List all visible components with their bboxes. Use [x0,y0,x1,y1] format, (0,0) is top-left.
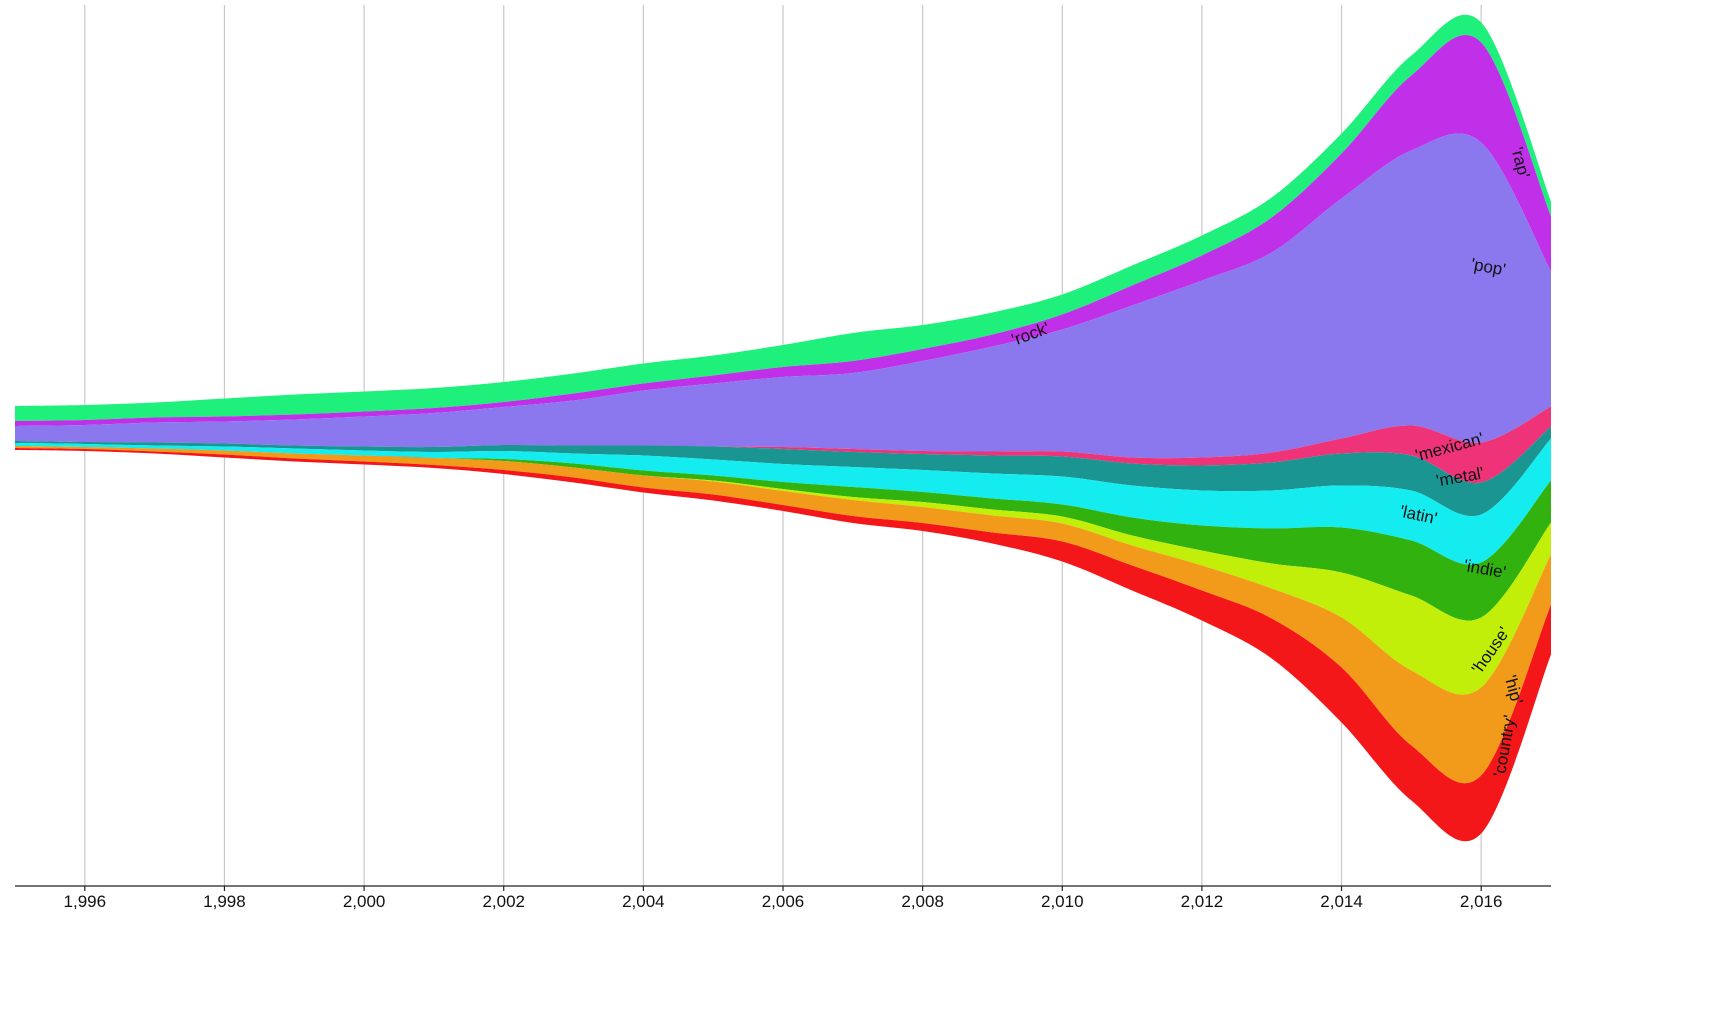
x-tick-label: 2,006 [762,892,805,911]
x-tick-label: 2,012 [1181,892,1224,911]
x-tick-label: 2,014 [1320,892,1363,911]
stream-layer-pop [15,133,1551,459]
x-tick-label: 2,002 [482,892,525,911]
x-tick-label: 1,996 [64,892,107,911]
x-tick-label: 2,000 [343,892,386,911]
stream-layer-house [15,446,1551,695]
x-tick-label: 2,004 [622,892,665,911]
stream-layer-metal [15,426,1551,517]
stream-layer-rock [15,14,1551,422]
stream-layer-indie [15,446,1551,621]
stream-layer [15,14,1551,842]
stream-layer-mexican [15,406,1551,484]
stream-layer-latin [15,438,1551,565]
x-tick-label: 2,008 [901,892,944,911]
x-tick-label: 2,016 [1460,892,1503,911]
x-tick-label: 2,010 [1041,892,1084,911]
x-tick-label: 1,998 [203,892,246,911]
x-axis: 1,996 1,998 2,000 2,002 2,004 2,006 2,008 2,010… [15,885,1551,911]
